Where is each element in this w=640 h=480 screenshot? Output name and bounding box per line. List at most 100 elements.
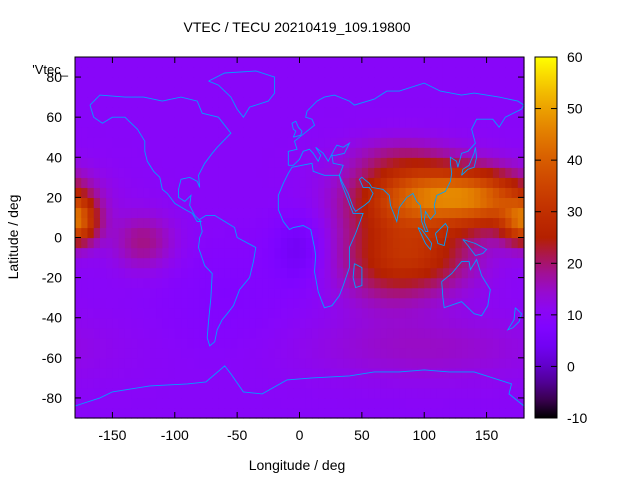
heatmap-cell [143,157,151,168]
heatmap-cell [399,237,407,249]
heatmap-cell [355,237,363,249]
heatmap-cell [168,307,176,319]
heatmap-cell [411,397,419,409]
heatmap-cell [218,357,226,369]
heatmap-cell [455,267,463,279]
heatmap-cell [237,377,244,389]
heatmap-cell [255,377,263,389]
heatmap-cell [430,187,438,198]
heatmap-cell [449,277,457,289]
heatmap-cell [361,327,369,339]
heatmap-cell [205,337,213,349]
heatmap-cell [442,207,450,219]
heatmap-cell [424,407,432,419]
heatmap-cell [243,167,251,178]
heatmap-cell [411,317,419,329]
heatmap-cell [299,267,307,279]
heatmap-cell [355,277,363,289]
heatmap-cell [336,407,344,419]
heatmap-cell [224,207,232,219]
heatmap-cell [131,277,138,289]
heatmap-cell [156,117,163,128]
heatmap-cell [99,397,107,409]
heatmap-cell [386,227,394,239]
heatmap-cell [199,107,207,118]
heatmap-cell [461,77,469,88]
heatmap-cell [486,317,494,329]
heatmap-cell [174,397,182,409]
heatmap-cell [330,97,338,108]
heatmap-cell [187,277,195,289]
heatmap-cell [405,277,413,289]
heatmap-cell [280,397,288,409]
heatmap-cell [455,347,463,359]
heatmap-cell [218,317,226,329]
heatmap-cell [106,237,114,249]
heatmap-cell [137,407,145,419]
heatmap-cell [499,137,506,148]
heatmap-cell [380,387,388,399]
heatmap-cell [249,137,257,148]
heatmap-cell [380,257,388,269]
heatmap-cell [280,207,288,219]
heatmap-cell [386,287,394,299]
heatmap-cell [499,367,506,379]
heatmap-cell [299,397,307,409]
heatmap-cell [442,147,450,158]
heatmap-cell [355,357,363,369]
heatmap-cell [467,347,475,359]
heatmap-cell [474,77,481,88]
heatmap-cell [230,77,238,88]
heatmap-cell [305,297,313,309]
heatmap-cell [293,187,301,198]
heatmap-cell [143,357,151,369]
heatmap-cell [118,207,126,219]
coastline-madagascar [352,263,363,289]
heatmap-cell [181,167,188,178]
heatmap-cell [368,237,375,249]
heatmap-cell [205,237,213,249]
heatmap-cell [436,147,444,158]
heatmap-cell [137,237,145,249]
heatmap-cell [237,217,244,229]
heatmap-cell [268,337,276,349]
heatmap-cell [511,337,519,349]
heatmap-cell [436,317,444,329]
heatmap-cell [474,97,481,108]
heatmap-cell [380,97,388,108]
heatmap-cell [106,207,114,219]
heatmap-cell [262,287,269,299]
heatmap-cell [480,387,488,399]
heatmap-cell [218,157,226,168]
heatmap-cell [106,267,114,279]
heatmap-cell [131,67,138,78]
heatmap-cell [237,367,244,379]
heatmap-cell [330,377,338,389]
heatmap-cell [162,137,170,148]
heatmap-cell [517,347,525,359]
heatmap-cell [492,107,500,118]
heatmap-cell [212,127,220,138]
heatmap-cell [324,207,332,219]
heatmap-cell [131,397,138,409]
heatmap-cell [442,307,450,319]
heatmap-cell [149,147,157,158]
heatmap-cell [511,167,519,178]
heatmap-cell [131,337,138,349]
x-tick-label: 0 [296,427,304,443]
heatmap-cell [511,117,519,128]
heatmap-cell [461,57,469,68]
heatmap-cell [442,287,450,299]
heatmap-cell [230,237,238,249]
y-tick-label: -60 [42,350,62,366]
heatmap-cell [212,97,220,108]
heatmap-cell [361,177,369,188]
heatmap-cell [355,387,363,399]
heatmap-cell [324,197,332,209]
heatmap-cell [318,237,326,249]
heatmap-cell [262,77,269,88]
heatmap-cell [424,107,432,118]
heatmap-cell [436,157,444,168]
heatmap-cell [137,347,145,359]
heatmap-cell [174,217,182,229]
